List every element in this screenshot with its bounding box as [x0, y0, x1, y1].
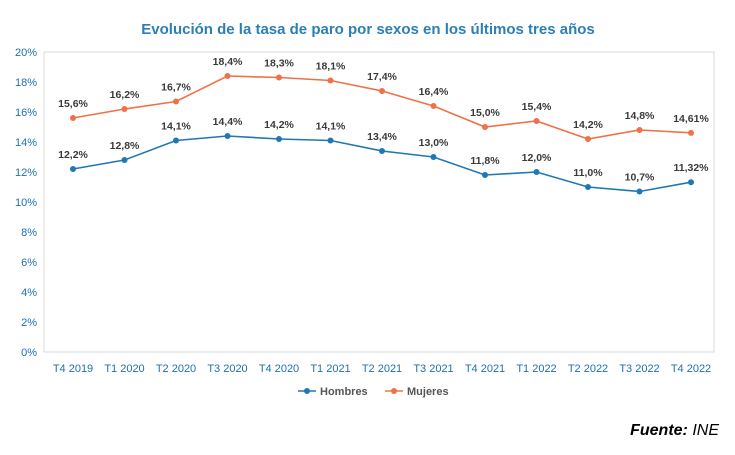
data-label-hombres: 12,2%: [58, 149, 88, 161]
series-layer: [70, 73, 694, 195]
data-point-mujeres: [533, 118, 540, 124]
y-tick-label: 0%: [21, 347, 37, 359]
x-tick-label: T1 2020: [104, 363, 144, 375]
data-label-mujeres: 18,4%: [213, 56, 243, 68]
y-tick-label: 8%: [21, 227, 37, 239]
data-point-mujeres: [636, 127, 643, 133]
legend-label-hombres: Hombres: [320, 386, 368, 398]
x-tick-label: T3 2021: [413, 363, 453, 375]
data-point-hombres: [533, 169, 540, 175]
source-note: Fuente: INE: [630, 422, 719, 440]
x-tick-label: T2 2021: [362, 363, 402, 375]
data-label-hombres: 12,0%: [522, 152, 552, 164]
y-tick-label: 4%: [21, 287, 37, 299]
data-point-hombres: [327, 137, 334, 144]
x-tick-label: T4 2019: [53, 363, 93, 375]
y-tick-label: 16%: [15, 107, 37, 119]
data-point-mujeres: [70, 115, 76, 121]
data-point-mujeres: [430, 103, 437, 109]
data-point-mujeres: [173, 98, 179, 105]
data-point-mujeres: [379, 88, 385, 94]
y-tick-label: 6%: [21, 257, 37, 269]
data-label-mujeres: 15,0%: [470, 107, 500, 119]
data-point-hombres: [224, 133, 231, 139]
data-label-mujeres: 18,1%: [316, 61, 346, 73]
y-axis: 0% 2% 4% 6% 8% 10% 12% 14% 16% 18% 20%: [15, 47, 37, 359]
data-point-mujeres: [585, 136, 591, 142]
data-point-mujeres: [224, 73, 231, 79]
data-label-hombres: 10,7%: [625, 172, 655, 184]
data-label-hombres: 11,0%: [573, 167, 603, 179]
data-label-hombres: 12,8%: [110, 140, 140, 152]
y-tick-label: 14%: [15, 137, 37, 149]
data-point-hombres: [430, 154, 437, 160]
data-point-hombres: [482, 172, 488, 178]
data-label-hombres: 14,1%: [161, 121, 191, 133]
data-point-hombres: [173, 137, 179, 144]
data-point-mujeres: [327, 77, 334, 84]
data-label-hombres: 11,8%: [470, 155, 500, 167]
data-point-hombres: [121, 157, 128, 163]
x-axis: T4 2019 T1 2020 T2 2020 T3 2020 T4 2020 T1 20…: [53, 363, 711, 375]
data-point-hombres: [688, 179, 694, 186]
y-tick-label: 18%: [15, 77, 37, 89]
data-label-mujeres: 16,7%: [161, 82, 191, 94]
data-label-hombres: 14,4%: [213, 116, 243, 128]
chart-title: Evolución de la tasa de paro por sexos e…: [141, 21, 594, 38]
legend: Hombres Mujeres: [298, 386, 449, 398]
data-point-hombres: [379, 148, 385, 154]
source-label: Fuente:: [630, 422, 688, 439]
y-tick-label: 20%: [15, 47, 37, 59]
x-tick-label: T4 2021: [465, 363, 505, 375]
source-value: INE: [692, 422, 719, 439]
data-label-hombres: 14,2%: [264, 119, 294, 131]
x-tick-label: T4 2020: [259, 363, 299, 375]
x-tick-label: T1 2022: [516, 363, 556, 375]
x-tick-label: T1 2021: [310, 363, 350, 375]
data-label-mujeres: 15,4%: [522, 101, 552, 113]
x-tick-label: T3 2020: [207, 363, 247, 375]
data-label-mujeres: 17,4%: [367, 71, 397, 83]
data-label-hombres: 13,4%: [367, 131, 397, 143]
data-label-mujeres: 16,2%: [110, 89, 140, 101]
series-line-hombres: [72, 135, 692, 193]
data-label-mujeres: 14,8%: [625, 110, 655, 122]
y-tick-label: 12%: [15, 167, 37, 179]
data-label-mujeres: 14,61%: [673, 113, 709, 125]
data-point-hombres: [636, 188, 643, 195]
y-tick-label: 10%: [15, 197, 37, 209]
data-label-hombres: 11,32%: [673, 162, 709, 174]
data-point-mujeres: [121, 106, 128, 112]
data-point-mujeres: [276, 74, 282, 81]
x-tick-label: T2 2022: [568, 363, 608, 375]
data-labels: 12,2% 12,8% 14,1% 14,4% 14,2% 14,1% 13,4% 13,0%…: [58, 56, 709, 184]
data-point-hombres: [70, 166, 76, 172]
data-label-hombres: 14,1%: [316, 121, 346, 133]
legend-label-mujeres: Mujeres: [407, 386, 449, 398]
legend-marker-hombres: [304, 388, 310, 394]
data-point-mujeres: [688, 129, 694, 136]
plot-border: [43, 51, 715, 353]
legend-marker-mujeres: [391, 388, 397, 394]
data-label-mujeres: 15,6%: [58, 98, 88, 110]
data-point-hombres: [276, 136, 282, 142]
data-point-hombres: [585, 184, 591, 190]
data-label-mujeres: 14,2%: [573, 119, 603, 131]
x-tick-label: T2 2020: [156, 363, 196, 375]
x-tick-label: T3 2022: [619, 363, 659, 375]
x-tick-label: T4 2022: [671, 363, 711, 375]
data-point-mujeres: [482, 124, 488, 130]
data-label-mujeres: 18,3%: [264, 58, 294, 70]
y-tick-label: 2%: [21, 317, 37, 329]
data-label-hombres: 13,0%: [419, 137, 449, 149]
data-label-mujeres: 16,4%: [419, 86, 449, 98]
